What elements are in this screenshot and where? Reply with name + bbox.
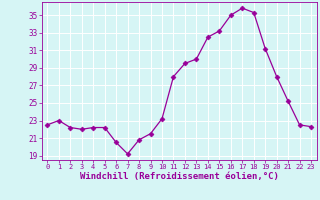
X-axis label: Windchill (Refroidissement éolien,°C): Windchill (Refroidissement éolien,°C) bbox=[80, 172, 279, 181]
